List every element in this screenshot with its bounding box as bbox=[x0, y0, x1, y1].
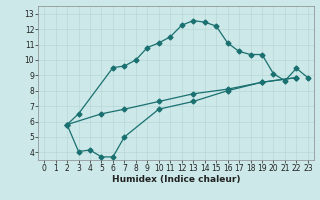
X-axis label: Humidex (Indice chaleur): Humidex (Indice chaleur) bbox=[112, 175, 240, 184]
